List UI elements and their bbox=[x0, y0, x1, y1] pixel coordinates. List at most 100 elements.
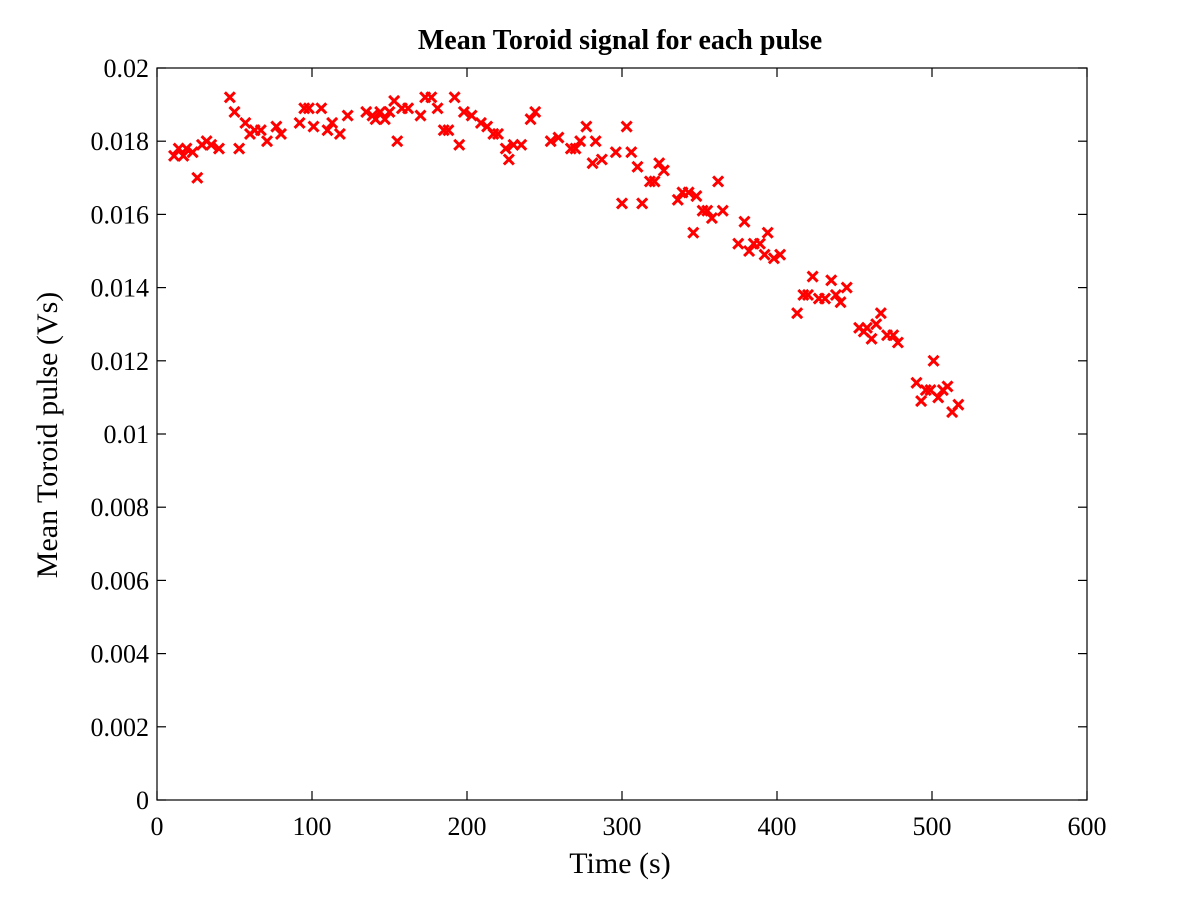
data-point bbox=[569, 142, 582, 155]
data-point bbox=[818, 292, 832, 305]
data-point bbox=[270, 120, 283, 133]
chart-title: Mean Toroid signal for each pulse bbox=[418, 25, 822, 56]
data-point bbox=[615, 197, 629, 210]
data-point bbox=[589, 135, 602, 148]
data-point bbox=[167, 149, 181, 162]
x-tick-label: 200 bbox=[448, 812, 487, 841]
data-point bbox=[544, 135, 557, 148]
data-point bbox=[391, 135, 404, 148]
data-point bbox=[529, 105, 542, 118]
data-point bbox=[701, 204, 714, 217]
x-tick-label: 400 bbox=[758, 812, 797, 841]
x-tick-label: 0 bbox=[151, 812, 164, 841]
y-tick-label: 0.008 bbox=[91, 493, 150, 522]
data-point bbox=[474, 116, 488, 129]
data-point bbox=[860, 321, 873, 334]
data-point bbox=[369, 113, 382, 126]
data-point bbox=[636, 197, 649, 210]
data-point bbox=[431, 102, 444, 115]
data-series bbox=[167, 91, 965, 419]
data-point bbox=[442, 124, 455, 137]
data-point bbox=[761, 226, 774, 239]
data-point bbox=[874, 307, 887, 320]
data-point bbox=[414, 109, 427, 122]
y-tick-label: 0.02 bbox=[104, 54, 150, 83]
data-point bbox=[682, 186, 695, 199]
y-tick-label: 0.002 bbox=[91, 713, 150, 742]
data-point bbox=[653, 157, 666, 170]
data-point bbox=[767, 252, 780, 265]
data-point bbox=[738, 215, 751, 228]
data-point bbox=[448, 91, 461, 104]
data-point bbox=[840, 281, 853, 294]
data-point bbox=[293, 116, 306, 129]
data-point bbox=[927, 354, 940, 367]
data-point bbox=[705, 211, 718, 225]
data-point bbox=[801, 288, 815, 301]
y-tick-label: 0 bbox=[136, 786, 149, 815]
data-point bbox=[834, 296, 847, 309]
data-point bbox=[260, 135, 274, 148]
data-point bbox=[620, 120, 633, 133]
x-tick-label: 300 bbox=[603, 812, 642, 841]
data-point bbox=[732, 237, 745, 250]
data-point bbox=[671, 193, 684, 206]
plot-area-frame bbox=[156, 67, 1088, 801]
data-point bbox=[609, 146, 622, 159]
y-tick-label: 0.006 bbox=[91, 566, 150, 595]
data-point bbox=[457, 105, 470, 118]
data-point bbox=[758, 248, 771, 261]
data-point bbox=[177, 149, 190, 162]
data-point bbox=[383, 105, 396, 118]
x-axis: 0 100 200 300 400 500 600 bbox=[151, 68, 1107, 841]
y-tick-label: 0.018 bbox=[91, 127, 150, 156]
data-point bbox=[326, 116, 339, 129]
data-point bbox=[743, 244, 756, 258]
data-point bbox=[191, 171, 204, 184]
data-point bbox=[524, 113, 537, 126]
data-point bbox=[180, 142, 193, 155]
data-point bbox=[915, 394, 928, 408]
data-point bbox=[887, 329, 900, 342]
data-point bbox=[753, 237, 767, 250]
data-point bbox=[254, 124, 267, 137]
data-point bbox=[687, 226, 700, 239]
data-point bbox=[712, 175, 725, 188]
data-point bbox=[690, 190, 703, 203]
data-point bbox=[315, 102, 328, 115]
data-point bbox=[952, 398, 965, 411]
data-point bbox=[274, 127, 288, 140]
data-point bbox=[941, 380, 954, 393]
data-point bbox=[932, 391, 945, 404]
y-tick-label: 0.004 bbox=[91, 640, 150, 669]
data-point bbox=[307, 120, 320, 133]
data-point bbox=[586, 157, 599, 170]
data-point bbox=[228, 105, 241, 118]
x-tick-label: 100 bbox=[293, 812, 332, 841]
data-point bbox=[374, 105, 387, 118]
data-point bbox=[806, 270, 819, 283]
x-tick-label: 500 bbox=[913, 812, 952, 841]
x-axis-label: Time (s) bbox=[569, 847, 670, 880]
data-point bbox=[502, 153, 515, 166]
y-tick-label: 0.014 bbox=[91, 274, 150, 303]
data-point bbox=[453, 138, 466, 151]
data-point bbox=[791, 307, 804, 320]
data-point bbox=[829, 288, 842, 301]
data-point bbox=[865, 332, 878, 345]
data-point bbox=[774, 248, 787, 261]
data-point bbox=[425, 91, 438, 104]
data-point bbox=[625, 146, 638, 159]
data-point bbox=[648, 175, 661, 188]
data-point bbox=[825, 274, 838, 287]
data-point bbox=[499, 142, 512, 155]
data-point bbox=[223, 91, 236, 104]
data-point bbox=[378, 113, 391, 126]
data-point bbox=[233, 142, 246, 155]
y-tick-label: 0.01 bbox=[104, 420, 150, 449]
data-point bbox=[891, 336, 904, 349]
y-axis-label: Mean Toroid pulse (Vs) bbox=[31, 292, 64, 578]
data-point bbox=[491, 127, 505, 140]
data-point bbox=[574, 135, 587, 148]
